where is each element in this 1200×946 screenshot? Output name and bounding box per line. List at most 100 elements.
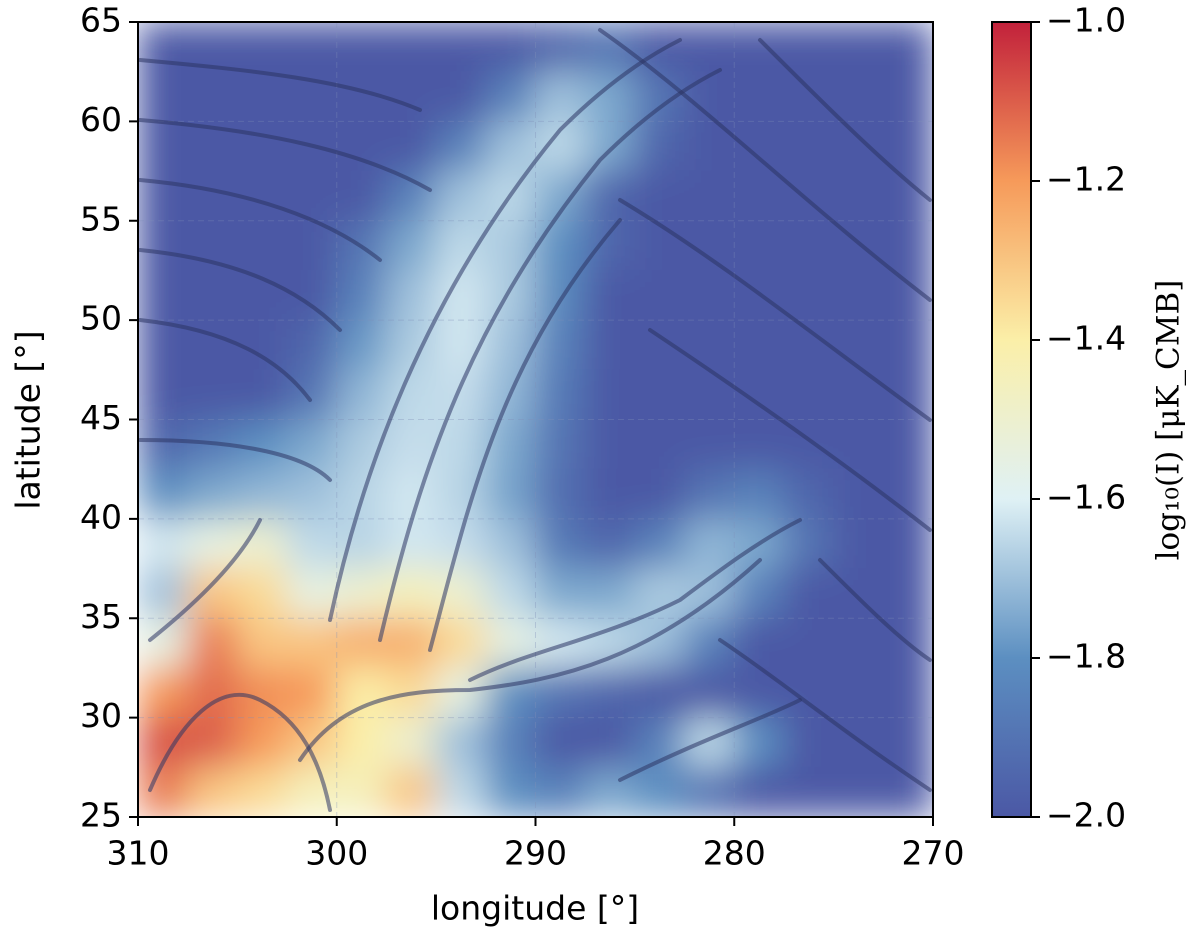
heatmap-cell xyxy=(684,319,735,371)
y-tick-label: 30 xyxy=(80,696,122,735)
heatmap-cell xyxy=(485,269,536,321)
heatmap-cell xyxy=(833,568,884,619)
heatmap-cell xyxy=(783,22,835,73)
heatmap-cell xyxy=(385,568,437,619)
heatmap-cell xyxy=(833,319,884,371)
colorbar-tick-label: −1.4 xyxy=(1046,319,1126,358)
heatmap-cell xyxy=(336,667,387,719)
heatmap-cell xyxy=(187,766,238,817)
heatmap-cell xyxy=(385,766,437,817)
heatmap-cell xyxy=(634,419,686,470)
heatmap-cell xyxy=(286,22,338,73)
heatmap-cell xyxy=(833,617,884,669)
heatmap-cell xyxy=(236,717,288,768)
heatmap-cell xyxy=(535,22,586,73)
heatmap-cell xyxy=(535,518,586,570)
heatmap-cell xyxy=(385,717,437,768)
heatmap-cell xyxy=(485,518,536,570)
heatmap-cell xyxy=(138,617,189,669)
heatmap-cell xyxy=(485,766,536,817)
streamline xyxy=(148,518,262,642)
heatmap-cell xyxy=(138,518,189,570)
streamline xyxy=(138,118,432,192)
heatmap-cell xyxy=(684,667,735,719)
heatmap-cell xyxy=(485,419,536,470)
heatmap-cell xyxy=(138,220,189,271)
heatmap-cell xyxy=(286,617,338,669)
heatmap-cell xyxy=(236,568,288,619)
colorbar-label: log₁₀(I) [μK_CMB] xyxy=(1151,280,1187,561)
colorbar-tick-label: −1.6 xyxy=(1046,478,1126,517)
heatmap-cell xyxy=(833,71,884,122)
heatmap-cell xyxy=(882,220,933,271)
heatmap-cell xyxy=(733,468,785,520)
x-axis-label: longitude [°] xyxy=(431,889,639,928)
heatmap-cell xyxy=(833,269,884,321)
heatmap-cell xyxy=(385,617,437,669)
heatmap-cell xyxy=(584,419,636,470)
y-tick-label: 55 xyxy=(80,199,122,238)
heatmap-cell xyxy=(882,120,933,172)
heatmap-cell xyxy=(733,617,785,669)
heatmap-cell xyxy=(385,269,437,321)
heatmap-cell xyxy=(584,170,636,222)
heatmap-cell xyxy=(435,717,487,768)
heatmap-cell xyxy=(236,667,288,719)
heatmap-cell xyxy=(882,717,933,768)
streamline xyxy=(598,28,932,302)
heatmap-cell xyxy=(634,269,686,321)
heatmap-cell xyxy=(733,120,785,172)
y-tick-label: 40 xyxy=(80,497,122,536)
heatmap-cell xyxy=(833,518,884,570)
heatmap-cell xyxy=(485,617,536,669)
heatmap-cells xyxy=(138,22,933,817)
heatmap-cell xyxy=(733,22,785,73)
streamline xyxy=(468,518,802,682)
heatmap-cell xyxy=(535,617,586,669)
x-tick-label: 280 xyxy=(703,834,766,873)
heatmap-cell xyxy=(336,568,387,619)
heatmap-cell xyxy=(882,667,933,719)
x-tick-label: 300 xyxy=(305,834,368,873)
heatmap-cell xyxy=(535,419,586,470)
heatmap-cell xyxy=(733,369,785,420)
streamline xyxy=(148,693,332,812)
heatmap-cell xyxy=(385,220,437,271)
heatmap-cell xyxy=(385,319,437,371)
streamline xyxy=(138,438,332,482)
streamline xyxy=(618,698,802,782)
heatmap-cell xyxy=(584,71,636,122)
x-tick-label: 290 xyxy=(504,834,567,873)
heatmap-cell xyxy=(882,419,933,470)
heatmap-cell xyxy=(584,269,636,321)
x-tick-label: 310 xyxy=(107,834,170,873)
streamline xyxy=(138,318,312,402)
heatmap-cell xyxy=(485,220,536,271)
heatmap-cell xyxy=(584,568,636,619)
y-tick-label: 50 xyxy=(80,299,122,338)
heatmap-cell xyxy=(435,766,487,817)
heatmap-cell xyxy=(138,71,189,122)
heatmap-cell xyxy=(187,468,238,520)
heatmap-cell xyxy=(584,468,636,520)
heatmap-cell xyxy=(535,717,586,768)
heatmap-cell xyxy=(783,120,835,172)
heatmap-cell xyxy=(733,419,785,470)
heatmap-cell xyxy=(187,71,238,122)
heatmap-cell xyxy=(733,71,785,122)
streamlines xyxy=(138,28,932,812)
heatmap-cell xyxy=(584,220,636,271)
heatmap-cell xyxy=(684,468,735,520)
y-tick-label: 60 xyxy=(80,100,122,139)
heatmap-cell xyxy=(882,71,933,122)
colorbar xyxy=(991,21,1032,818)
heatmap-cell xyxy=(236,617,288,669)
heatmap-cell xyxy=(236,468,288,520)
streamline xyxy=(378,68,722,642)
heatmap-cell xyxy=(584,319,636,371)
heatmap-cell xyxy=(833,766,884,817)
y-axis-label: latitude [°] xyxy=(9,330,48,509)
heatmap-cell xyxy=(385,22,437,73)
heatmap-cell xyxy=(485,717,536,768)
